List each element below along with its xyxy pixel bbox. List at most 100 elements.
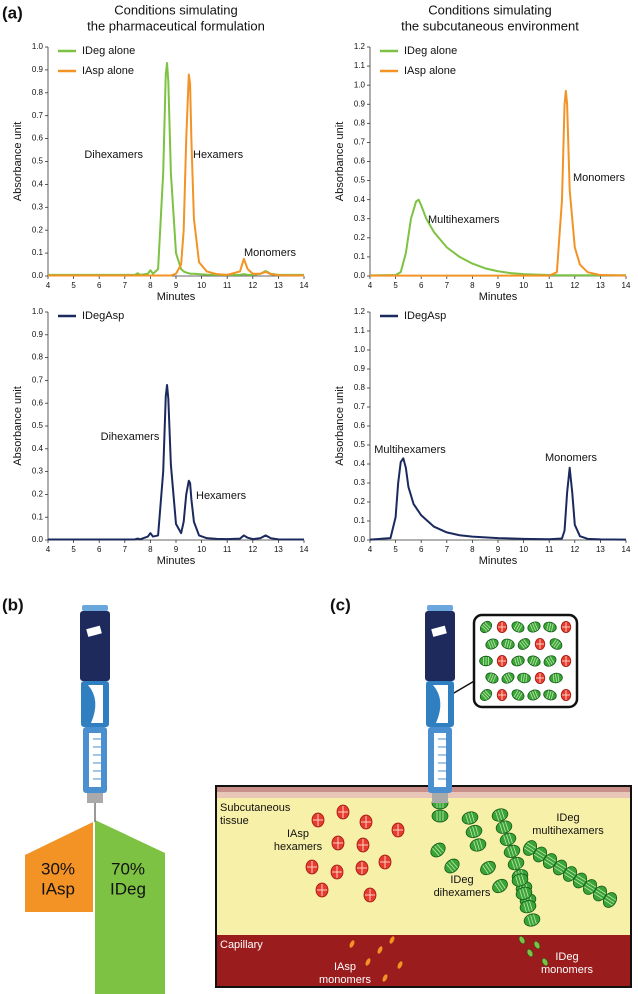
stripe <box>502 822 506 833</box>
stripe <box>547 855 557 862</box>
annotation: Dihexamers <box>84 149 143 161</box>
annotation: Hexamers <box>196 490 247 502</box>
y-tick-label: 0.4 <box>32 180 44 189</box>
series-line <box>369 198 626 277</box>
annotation: Hexamers <box>193 149 244 161</box>
legend-label: IDegAsp <box>404 310 446 322</box>
x-axis-label: Minutes <box>157 555 196 567</box>
y-tick-label: 0.8 <box>354 118 366 127</box>
x-tick-label: 12 <box>248 545 257 554</box>
stripe <box>504 821 509 832</box>
stripe <box>506 640 510 648</box>
x-tick-label: 11 <box>223 281 232 290</box>
stripe <box>490 674 494 682</box>
y-tick-label: 1.0 <box>32 307 44 316</box>
pen-hub <box>87 793 103 803</box>
y-tick-label: 0.8 <box>32 88 44 97</box>
x-tick-label: 10 <box>197 545 206 554</box>
x-tick-label: 6 <box>419 281 424 290</box>
stripe <box>516 857 521 868</box>
region-label: IAsp <box>287 828 309 840</box>
stripe <box>434 845 442 855</box>
y-tick-label: 0.1 <box>32 512 44 521</box>
y-tick-label: 0.8 <box>32 353 44 362</box>
ideg-fraction <box>95 820 165 994</box>
stripe <box>511 859 516 870</box>
y-tick-label: 0.0 <box>354 535 366 544</box>
x-tick-label: 14 <box>300 281 309 290</box>
stripe <box>468 813 472 823</box>
x-tick-label: 10 <box>197 281 206 290</box>
stripe <box>494 883 501 893</box>
stripe <box>533 914 537 925</box>
y-tick-label: 0.9 <box>32 65 44 74</box>
x-tick-label: 13 <box>274 281 283 290</box>
stripe <box>516 657 520 665</box>
stripe <box>523 639 529 646</box>
iasp-monomer <box>397 961 403 969</box>
stripe <box>565 870 575 878</box>
legend-label: IAsp alone <box>404 65 456 77</box>
region-label: IDeg <box>556 812 579 824</box>
y-tick-label: 0.2 <box>354 497 366 506</box>
stripe <box>503 675 509 683</box>
stripe <box>505 674 511 682</box>
stripe <box>504 639 508 648</box>
stripe <box>529 692 534 700</box>
stripe <box>595 890 605 897</box>
stripe <box>553 866 563 874</box>
stripe <box>549 656 555 664</box>
stripe <box>532 691 536 699</box>
y-tick-label: 0.5 <box>354 440 366 449</box>
stripe <box>546 690 550 699</box>
stripe <box>557 861 567 869</box>
region-label: IDeg <box>555 951 578 963</box>
x-tick-label: 10 <box>519 545 528 554</box>
stripe <box>577 874 587 882</box>
column-title: Conditions simulating <box>428 2 552 17</box>
x-tick-label: 12 <box>570 281 579 290</box>
stripe <box>529 656 534 664</box>
x-tick-label: 5 <box>393 281 398 290</box>
stripe <box>512 845 517 856</box>
stripe <box>499 823 504 833</box>
stripe <box>555 641 561 649</box>
stripe <box>521 640 527 648</box>
x-tick-label: 7 <box>123 281 128 290</box>
stripe <box>495 811 500 821</box>
stripe <box>513 690 519 698</box>
fraction-label: 30% <box>41 859 75 878</box>
stripe <box>473 840 477 851</box>
pen-hub <box>432 793 448 803</box>
x-axis-label: Minutes <box>479 291 518 303</box>
ideg-monomer <box>526 949 534 957</box>
stripe <box>517 624 523 632</box>
stripe <box>514 858 518 869</box>
iasp-monomer <box>365 958 371 966</box>
y-tick-label: 1.0 <box>354 80 366 89</box>
stripe <box>515 623 521 631</box>
stripe <box>567 868 577 875</box>
stripe <box>446 863 454 873</box>
y-tick-label: 0.3 <box>354 214 366 223</box>
y-tick-label: 0.0 <box>32 271 44 280</box>
pen-dial <box>431 625 447 637</box>
y-tick-label: 0.7 <box>32 111 44 120</box>
y-tick-label: 0.9 <box>354 364 366 373</box>
annotation: Monomers <box>573 172 625 184</box>
stripe <box>563 873 573 880</box>
stripe <box>500 809 505 819</box>
series-line <box>48 62 304 276</box>
stripe <box>525 674 528 683</box>
stripe <box>551 639 557 647</box>
legend-label: IDeg alone <box>404 45 457 57</box>
annotation: Dihexamers <box>101 431 160 443</box>
x-tick-label: 8 <box>470 281 475 290</box>
y-tick-label: 0.6 <box>354 421 366 430</box>
stripe <box>534 658 539 666</box>
x-tick-label: 14 <box>622 545 631 554</box>
stripe <box>487 641 492 649</box>
region-label: Subcutaneous <box>220 802 291 814</box>
pen-body <box>425 611 455 681</box>
stripe <box>518 875 522 885</box>
